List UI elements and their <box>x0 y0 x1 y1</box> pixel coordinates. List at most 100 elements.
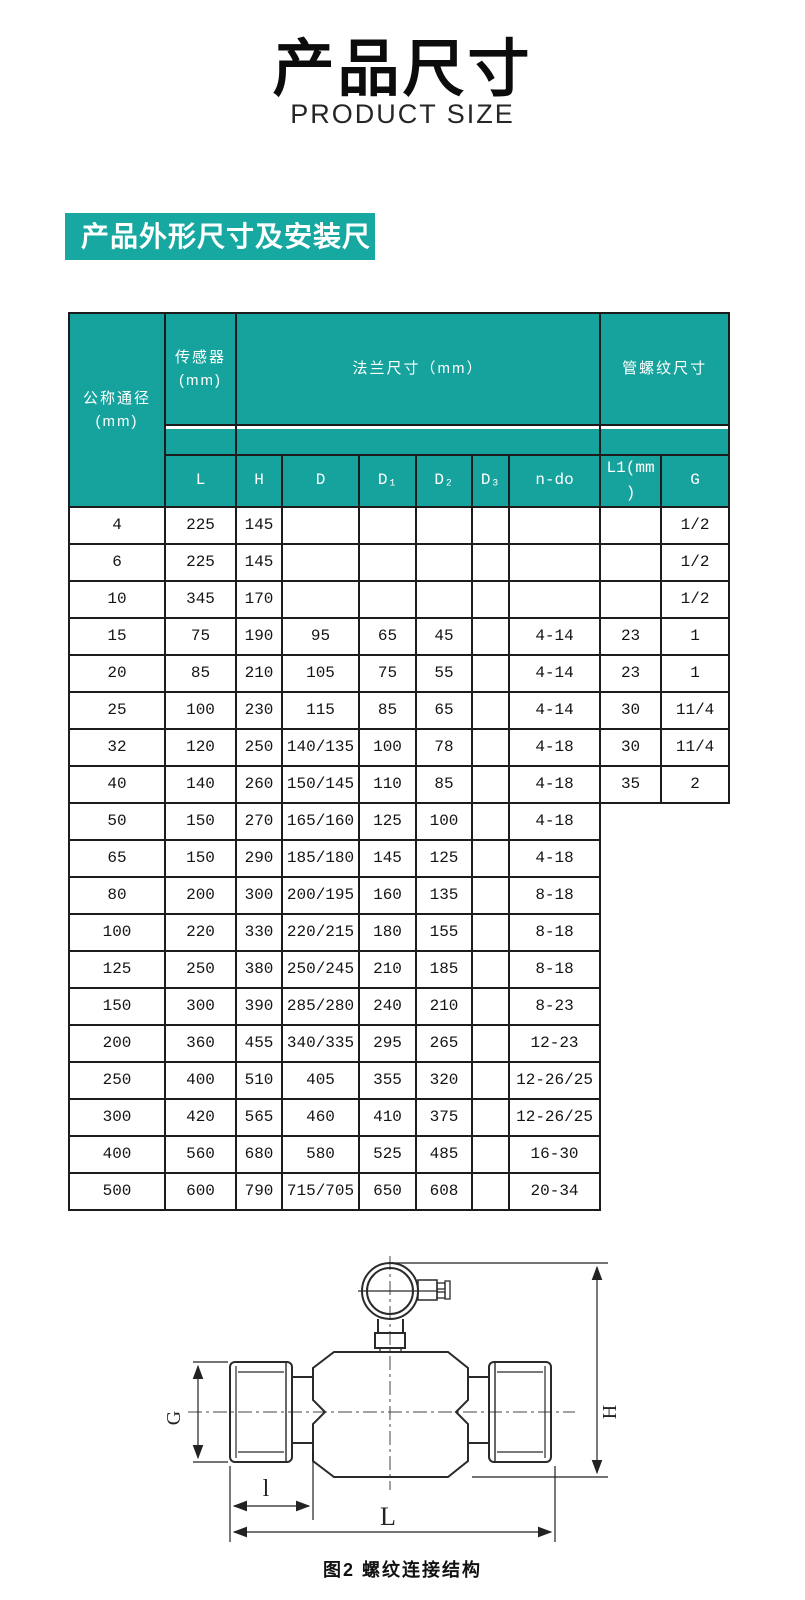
table-cell: 715/705 <box>281 1171 360 1211</box>
table-cell <box>507 542 602 582</box>
table-cell <box>358 542 417 582</box>
table-cell: 510 <box>235 1060 283 1100</box>
table-cell <box>471 764 510 804</box>
header-sub-D2: D₂ <box>415 454 473 508</box>
table-row: 100 220 330 220/215 180 155 8-18 <box>68 912 729 952</box>
table-cell: 210 <box>358 949 417 989</box>
table-cell: 185 <box>415 949 473 989</box>
table-cell: 330 <box>235 912 283 952</box>
table-cell: 125 <box>68 949 166 989</box>
table-cell: 105 <box>281 653 360 693</box>
table-cell: 4-14 <box>507 616 602 656</box>
table-cell: 4-18 <box>507 801 602 841</box>
table-cell: 65 <box>415 690 473 730</box>
header-flange-size: 法兰尺寸（mm） <box>234 312 602 426</box>
table-cell: 40 <box>68 764 166 804</box>
table-cell: 285/280 <box>281 986 360 1026</box>
table-row: 150 300 390 285/280 240 210 8-23 <box>68 986 729 1026</box>
table-cell: 135 <box>415 875 473 915</box>
dimension-table: 公称通径 (mm) 传感器 (mm) 法兰尺寸（mm） 管螺纹尺寸 L H D … <box>68 312 731 1211</box>
table-cell: 270 <box>235 801 283 841</box>
table-cell: 345 <box>164 579 237 619</box>
table-cell: 125 <box>415 838 473 878</box>
table-cell: 100 <box>164 690 237 730</box>
dimension-table-wrap: 公称通径 (mm) 传感器 (mm) 法兰尺寸（mm） 管螺纹尺寸 L H D … <box>68 312 731 1211</box>
table-cell <box>471 690 510 730</box>
table-cell: 200 <box>164 875 237 915</box>
table-row: 200 360 455 340/335 295 265 12-23 <box>68 1023 729 1063</box>
table-row: 4 225 145 1/2 <box>68 505 731 545</box>
table-cell: 250 <box>164 949 237 989</box>
table-cell: 300 <box>235 875 283 915</box>
header-spacer-cell <box>164 424 237 456</box>
table-cell <box>471 838 510 878</box>
table-cell <box>471 579 510 619</box>
table-cell: 650 <box>358 1171 417 1211</box>
table-cell: 16-30 <box>507 1134 602 1174</box>
table-cell: 100 <box>358 727 417 767</box>
right-fitting <box>468 1361 552 1463</box>
table-cell: 565 <box>235 1097 283 1137</box>
table-cell: 170 <box>235 579 283 619</box>
table-cell: 560 <box>164 1134 237 1174</box>
table-cell: 120 <box>164 727 237 767</box>
dimension-L <box>232 1466 556 1542</box>
table-cell: 55 <box>415 653 473 693</box>
table-cell: 525 <box>358 1134 417 1174</box>
table-cell: 8-18 <box>507 912 602 952</box>
table-cell: 155 <box>415 912 473 952</box>
table-cell <box>281 505 360 545</box>
table-cell: 400 <box>68 1134 166 1174</box>
table-cell: 500 <box>68 1171 166 1211</box>
table-cell: 75 <box>358 653 417 693</box>
table-cell: 140 <box>164 764 237 804</box>
table-cell: 210 <box>415 986 473 1026</box>
table-cell: 4-18 <box>507 838 602 878</box>
table-cell: 1/2 <box>660 579 731 619</box>
table-body: 4 225 145 1/2 6 225 145 1/2 10 345 170 1/2 15 75 190 95… <box>68 505 731 1211</box>
table-cell: 50 <box>68 801 166 841</box>
table-row: 300 420 565 460 410 375 12-26/25 <box>68 1097 729 1137</box>
table-row: 40 140 260 150/145 110 85 4-18 35 2 <box>68 764 731 804</box>
table-cell: 225 <box>164 542 237 582</box>
section-banner: 产品外形尺寸及安装尺寸 <box>65 213 375 299</box>
table-cell: 11/4 <box>660 690 731 730</box>
table-cell <box>599 579 663 619</box>
table-cell: 790 <box>235 1171 283 1211</box>
table-cell: 65 <box>358 616 417 656</box>
table-cell: 4-14 <box>507 653 602 693</box>
table-cell: 8-18 <box>507 875 602 915</box>
table-row: 6 225 145 1/2 <box>68 542 731 582</box>
table-cell: 190 <box>235 616 283 656</box>
table-cell: 405 <box>281 1060 360 1100</box>
dimension-H-label: H <box>599 1405 621 1419</box>
table-cell <box>471 1060 510 1100</box>
table-cell: 32 <box>68 727 166 767</box>
centerlines <box>188 1256 575 1490</box>
flow-meter-drawing: G H l L <box>163 1256 621 1542</box>
table-cell: 250 <box>68 1060 166 1100</box>
table-cell: 78 <box>415 727 473 767</box>
dimension-l-label: l <box>263 1476 270 1502</box>
table-cell: 115 <box>281 690 360 730</box>
table-cell <box>471 505 510 545</box>
table-row: 15 75 190 95 65 45 4-14 23 1 <box>68 616 731 656</box>
table-cell: 20 <box>68 653 166 693</box>
table-cell: 85 <box>415 764 473 804</box>
table-row: 50 150 270 165/160 125 100 4-18 <box>68 801 729 841</box>
table-cell: 1/2 <box>660 505 731 545</box>
table-cell <box>471 875 510 915</box>
table-cell: 225 <box>164 505 237 545</box>
meter-body <box>312 1351 469 1478</box>
table-cell <box>471 801 510 841</box>
table-cell: 250/245 <box>281 949 360 989</box>
table-cell: 600 <box>164 1171 237 1211</box>
table-cell <box>471 653 510 693</box>
table-cell <box>471 1023 510 1063</box>
table-cell: 200 <box>68 1023 166 1063</box>
dimension-G <box>192 1361 228 1463</box>
table-cell: 145 <box>235 505 283 545</box>
table-cell: 145 <box>358 838 417 878</box>
header-sub-L: L <box>164 454 237 508</box>
